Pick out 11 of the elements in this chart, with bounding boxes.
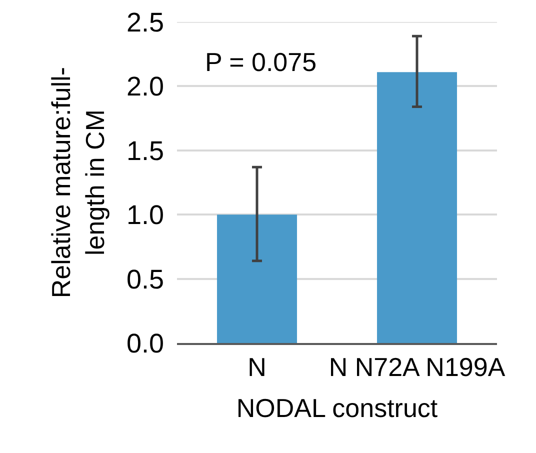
x-tick-label: N bbox=[248, 352, 266, 382]
y-tick-label: 1.5 bbox=[126, 136, 164, 166]
x-axis-title: NODAL construct bbox=[236, 393, 438, 424]
y-tick-label: 0.0 bbox=[126, 328, 164, 358]
y-tick-label: 1.0 bbox=[126, 200, 164, 230]
y-tick-label: 0.5 bbox=[126, 264, 164, 294]
x-tick-label: N N72A N199A bbox=[328, 352, 506, 382]
y-axis-title: Relative mature:full- length in CM bbox=[46, 66, 110, 298]
y-tick-label: 2.5 bbox=[126, 7, 164, 38]
y-tick-label: 2.0 bbox=[126, 72, 164, 102]
annotation: P = 0.075 bbox=[205, 47, 317, 77]
